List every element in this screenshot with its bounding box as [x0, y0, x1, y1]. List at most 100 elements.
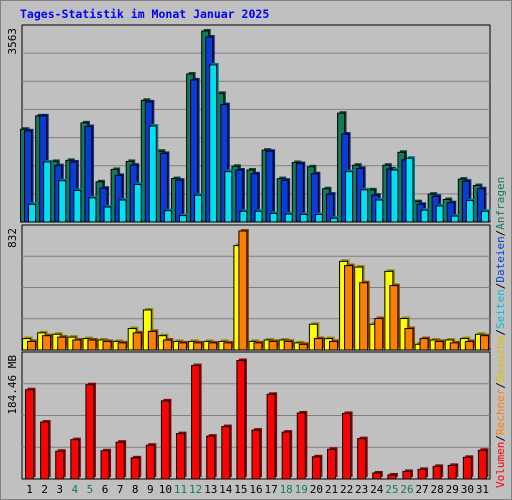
bar-rechner-day-31: [479, 335, 489, 351]
x-tick-label-day-25: 25: [385, 483, 398, 496]
legend-separator: /: [494, 283, 507, 290]
x-tick-label-day-12: 12: [189, 483, 202, 496]
bar-rechner-day-11: [178, 342, 188, 351]
bar-seiten-day-28: [435, 205, 444, 223]
bar-seiten-day-2: [43, 161, 52, 223]
bar-volumen-day-11: [176, 433, 186, 480]
y-max-label-middle: 832: [6, 228, 19, 248]
bar-seiten-day-15: [239, 210, 248, 223]
x-tick-label-day-30: 30: [461, 483, 474, 496]
bar-dateien-day-19: [295, 163, 304, 223]
legend-vertical: Volumen/Rechner/Besuche/Seiten/Dateien/A…: [494, 177, 507, 488]
bar-seiten-day-1: [28, 203, 37, 223]
bar-rechner-day-18: [283, 340, 293, 351]
x-tick-label-day-15: 15: [234, 483, 247, 496]
bar-rechner-day-22: [344, 265, 354, 351]
bar-volumen-day-23: [357, 438, 367, 480]
legend-item-seiten: Seiten: [494, 289, 507, 329]
x-tick-label-day-7: 7: [117, 483, 124, 496]
bar-rechner-day-24: [374, 318, 384, 351]
bar-seiten-day-12: [194, 194, 203, 223]
x-tick-label-day-26: 26: [400, 483, 413, 496]
bar-seiten-day-7: [118, 199, 127, 223]
bar-seiten-day-3: [58, 180, 67, 223]
bar-volumen-day-27: [417, 468, 427, 480]
bar-seiten-day-30: [465, 200, 474, 223]
bar-rechner-day-8: [132, 332, 142, 351]
bar-volumen-day-18: [281, 431, 291, 480]
x-tick-label-day-16: 16: [249, 483, 262, 496]
bar-volumen-day-10: [160, 400, 170, 480]
bar-seiten-day-20: [314, 213, 323, 223]
bar-volumen-day-28: [432, 465, 442, 480]
bar-rechner-day-5: [87, 339, 97, 351]
bar-seiten-day-9: [148, 125, 157, 223]
bar-seiten-day-23: [360, 189, 369, 223]
bar-volumen-day-29: [447, 464, 457, 480]
bar-rechner-day-7: [117, 342, 127, 351]
x-tick-label-day-8: 8: [132, 483, 139, 496]
x-tick-label-day-17: 17: [264, 483, 277, 496]
bar-rechner-day-30: [464, 340, 474, 351]
bar-volumen-day-25: [387, 474, 397, 480]
bar-seiten-day-14: [224, 171, 233, 223]
chart-title: Tages-Statistik im Monat Januar 2025: [20, 7, 270, 21]
x-tick-label-day-13: 13: [204, 483, 217, 496]
bar-rechner-day-29: [449, 342, 459, 351]
bar-rechner-day-28: [434, 340, 444, 351]
x-tick-label-day-5: 5: [87, 483, 94, 496]
x-tick-label-day-9: 9: [147, 483, 154, 496]
bar-rechner-day-26: [404, 328, 414, 351]
legend-item-dateien: Dateien: [494, 236, 507, 282]
x-tick-label-day-6: 6: [102, 483, 109, 496]
bar-volumen-day-5: [85, 384, 95, 480]
x-tick-label-day-1: 1: [26, 483, 33, 496]
bar-rechner-day-10: [162, 339, 172, 351]
bar-seiten-day-22: [345, 171, 354, 223]
bar-seiten-day-19: [299, 213, 308, 223]
bar-rechner-day-17: [268, 340, 278, 351]
bar-rechner-day-9: [147, 330, 157, 351]
bar-seiten-day-18: [284, 213, 293, 223]
bar-rechner-day-27: [419, 338, 429, 351]
x-tick-label-day-4: 4: [72, 483, 79, 496]
x-tick-label-day-22: 22: [340, 483, 353, 496]
x-tick-label-day-21: 21: [325, 483, 338, 496]
bar-seiten-day-10: [163, 210, 172, 223]
bar-volumen-day-17: [266, 393, 276, 480]
bar-rechner-day-4: [72, 339, 82, 351]
x-tick-label-day-19: 19: [295, 483, 308, 496]
x-tick-label-day-29: 29: [446, 483, 459, 496]
legend-item-rechner: Rechner: [494, 388, 507, 435]
legend-separator: /: [494, 329, 507, 336]
bar-seiten-day-8: [133, 183, 142, 223]
bar-volumen-day-1: [25, 389, 35, 480]
bar-rechner-day-16: [253, 342, 263, 351]
bar-seiten-day-25: [390, 169, 399, 223]
bar-volumen-day-6: [100, 450, 110, 480]
bar-volumen-day-13: [206, 435, 216, 480]
legend-item-anfragen: Anfragen: [494, 177, 507, 230]
x-tick-label-day-11: 11: [174, 483, 187, 496]
bar-volumen-day-2: [40, 421, 50, 480]
bar-rechner-day-1: [27, 340, 37, 351]
bar-rechner-day-6: [102, 340, 112, 351]
x-tick-label-day-3: 3: [56, 483, 63, 496]
bar-volumen-day-4: [70, 439, 80, 480]
x-tick-label-day-27: 27: [415, 483, 428, 496]
bar-rechner-day-15: [238, 230, 248, 351]
bar-volumen-day-20: [311, 456, 321, 480]
bar-volumen-day-19: [296, 412, 306, 480]
bar-seiten-day-16: [254, 210, 263, 223]
bar-seiten-day-27: [420, 209, 429, 223]
bar-rechner-day-25: [389, 285, 399, 351]
x-tick-label-day-31: 31: [476, 483, 489, 496]
legend-item-volumen: Volumen: [494, 442, 507, 488]
bar-volumen-day-30: [462, 456, 472, 480]
bar-rechner-day-19: [298, 343, 308, 351]
x-tick-label-day-28: 28: [431, 483, 444, 496]
bar-rechner-day-21: [328, 340, 338, 351]
bar-seiten-day-5: [88, 197, 97, 223]
x-tick-label-day-2: 2: [41, 483, 48, 496]
